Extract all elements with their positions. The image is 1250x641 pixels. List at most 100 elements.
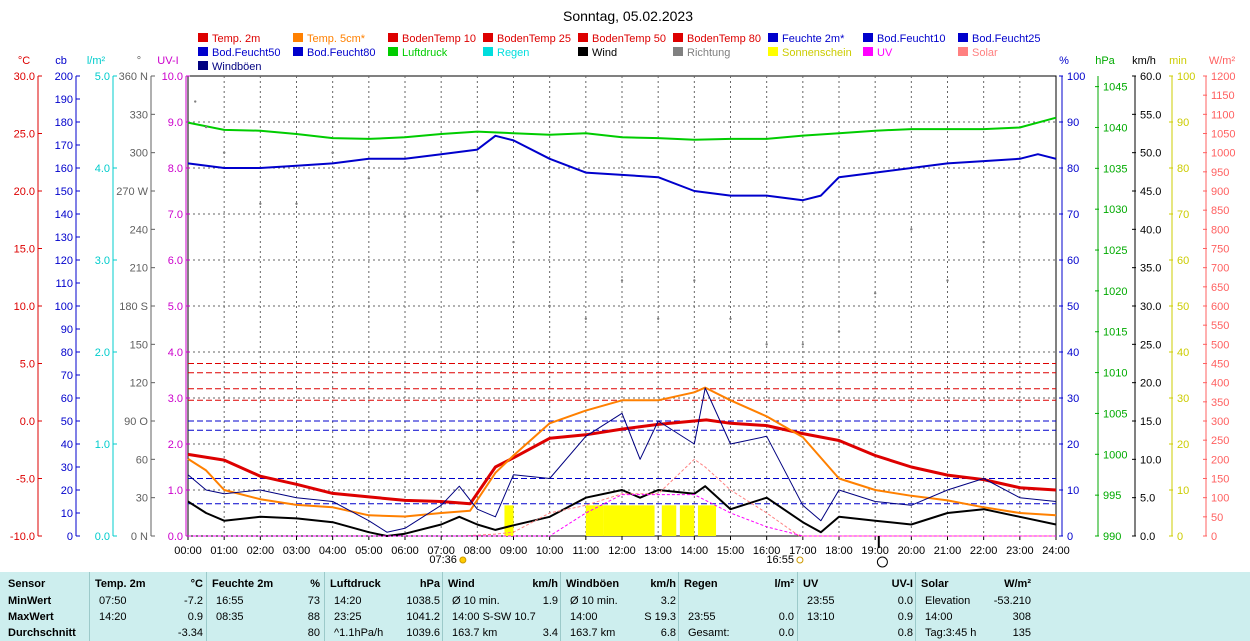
- row-label: MaxWert: [8, 611, 54, 623]
- axis-unit-dir: °: [137, 55, 141, 67]
- legend-label: Wind: [592, 47, 617, 59]
- direction-point: [331, 151, 334, 154]
- axis-label-solar: 350: [1211, 397, 1229, 409]
- cell-value: -53.210: [993, 595, 1031, 607]
- axis-label-rain: 2.0: [95, 347, 110, 359]
- legend-label: Bod.Feucht50: [212, 47, 281, 59]
- axis-label-rain: 0.0: [95, 531, 110, 543]
- axis-label-uv: 3.0: [168, 393, 183, 405]
- axis-label-dir: 150: [130, 339, 148, 351]
- direction-point: [259, 202, 262, 205]
- cell-label: 16:55: [216, 595, 244, 607]
- axis-unit-pct: %: [1059, 55, 1069, 67]
- axis-label-uv: 0.0: [168, 531, 183, 543]
- axis-label-pct: 50: [1067, 301, 1079, 313]
- direction-point: [222, 151, 226, 154]
- axis-label-kmh: 30.0: [1140, 301, 1161, 313]
- group-header: Feuchte 2m: [212, 578, 274, 590]
- axis-label-hpa: 995: [1103, 490, 1121, 502]
- row-label: Durchschnitt: [8, 627, 76, 639]
- sunshine-block: [585, 505, 604, 536]
- cell-value: 0.0: [778, 627, 794, 639]
- row-label: Sensor: [8, 578, 46, 590]
- direction-point: [1018, 215, 1022, 218]
- x-tick-label: 09:00: [500, 545, 528, 557]
- x-tick-label: 04:00: [319, 545, 347, 557]
- axis-label-uv: 4.0: [168, 347, 183, 359]
- legend-swatch: [958, 47, 968, 56]
- direction-point: [204, 125, 208, 129]
- x-tick-label: 11:00: [572, 545, 599, 557]
- axis-label-dir: 180 S: [119, 301, 148, 313]
- axis-label-hpa: 1030: [1103, 204, 1127, 216]
- x-tick-label: 22:00: [970, 545, 998, 557]
- axis-label-kmh: 20.0: [1140, 378, 1161, 390]
- direction-point: [476, 189, 479, 193]
- legend-label: Temp. 2m: [212, 33, 260, 45]
- x-tick-label: 00:00: [174, 545, 202, 557]
- axis-label-solar: 1100: [1211, 109, 1235, 121]
- axis-label-pct: 40: [1067, 347, 1079, 359]
- legend-label: Bod.Feucht10: [877, 33, 946, 45]
- legend-swatch: [673, 33, 683, 42]
- axis-label-temp: 5.0: [20, 359, 35, 371]
- group-unit: km/h: [650, 578, 676, 590]
- axis-unit-hpa: hPa: [1095, 55, 1115, 67]
- axis-label-solar: 400: [1211, 378, 1229, 390]
- axis-label-pct: 20: [1067, 439, 1079, 451]
- cell-value: 1041.2: [406, 611, 440, 623]
- axis-label-uv: 7.0: [168, 209, 183, 221]
- axis-label-cb: 160: [55, 163, 73, 175]
- cell-value: S 19.3: [644, 611, 676, 623]
- x-tick-label: 01:00: [210, 545, 238, 557]
- axis-label-uv: 10.0: [162, 71, 183, 83]
- x-tick-label: 05:00: [355, 545, 383, 557]
- cell-label: 08:35: [216, 611, 244, 623]
- axis-label-hpa: 1000: [1103, 449, 1127, 461]
- axis-label-pct: 100: [1067, 71, 1085, 83]
- axis-label-pct: 0: [1067, 531, 1073, 543]
- x-tick-label: 13:00: [644, 545, 672, 557]
- axis-label-kmh: 40.0: [1140, 224, 1161, 236]
- x-tick-label: 17:00: [789, 545, 817, 557]
- axis-label-min: 70: [1177, 209, 1189, 221]
- legend-swatch: [293, 47, 303, 56]
- axis-label-dir: 60: [136, 454, 148, 466]
- cell-label: 07:50: [99, 595, 127, 607]
- x-tick-label: 20:00: [898, 545, 926, 557]
- x-tick-label: 06:00: [391, 545, 419, 557]
- axis-label-cb: 90: [61, 324, 73, 336]
- direction-point: [910, 228, 913, 231]
- axis-label-min: 80: [1177, 163, 1189, 175]
- axis-label-uv: 2.0: [168, 439, 183, 451]
- axis-label-uv: 6.0: [168, 255, 183, 267]
- axis-label-cb: 150: [55, 186, 73, 198]
- statistics-table: Sensor MinWert MaxWert Durchschnitt Temp. 2m…: [0, 572, 1250, 641]
- axis-label-cb: 30: [61, 462, 73, 474]
- cell-label: 14:00: [570, 611, 598, 623]
- axis-label-solar: 600: [1211, 301, 1229, 313]
- axis-label-min: 10: [1177, 485, 1189, 497]
- axis-label-solar: 1000: [1211, 148, 1235, 160]
- cell-value: 1.9: [542, 595, 558, 607]
- x-tick-label: 02:00: [247, 545, 275, 557]
- axis-label-cb: 20: [61, 485, 73, 497]
- axis-label-kmh: 45.0: [1140, 186, 1161, 198]
- cell-label: Elevation: [925, 595, 971, 607]
- axis-label-temp: 30.0: [14, 71, 35, 83]
- direction-point: [439, 215, 443, 218]
- direction-point: [548, 304, 551, 308]
- axis-label-solar: 1150: [1211, 90, 1235, 102]
- sunshine-block: [603, 505, 655, 536]
- x-tick-label: 15:00: [717, 545, 745, 557]
- x-tick-label: 23:00: [1006, 545, 1034, 557]
- group-header: Luftdruck: [330, 578, 381, 590]
- axis-label-solar: 300: [1211, 416, 1229, 428]
- axis-label-dir: 270 W: [116, 186, 148, 198]
- direction-point: [194, 100, 197, 103]
- legend-label: Regen: [497, 47, 529, 59]
- cell-value: 3.2: [660, 595, 676, 607]
- axis-label-min: 60: [1177, 255, 1189, 267]
- direction-point: [982, 240, 985, 244]
- legend-swatch: [293, 33, 303, 42]
